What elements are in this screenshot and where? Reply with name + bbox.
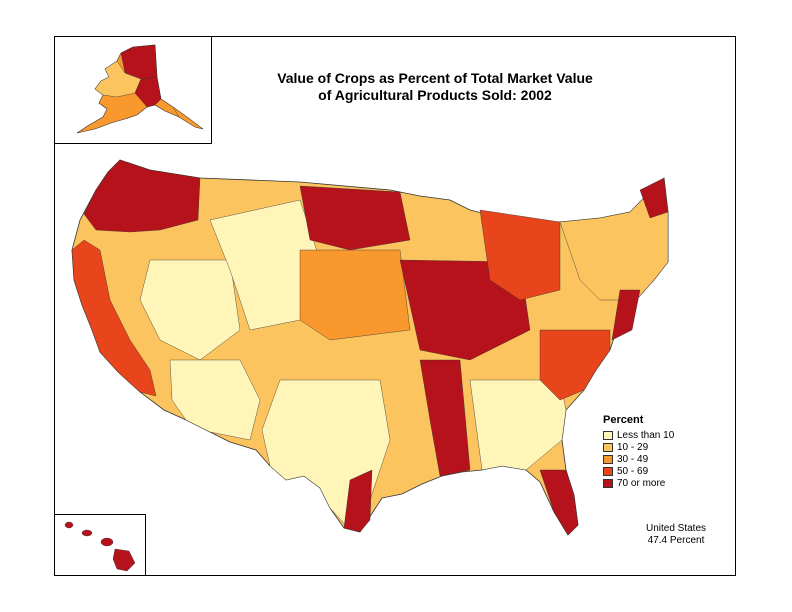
region-carolinas xyxy=(539,329,611,401)
legend-swatch xyxy=(603,479,613,488)
legend-title: Percent xyxy=(603,414,644,426)
hawaii-map xyxy=(64,521,136,572)
hawaii-island-kauai xyxy=(64,521,74,529)
region-atlantic-coast xyxy=(611,289,641,341)
legend-item: 30 - 49 xyxy=(603,454,703,465)
legend-label: 10 - 29 xyxy=(617,442,649,453)
hawaii-island-maui xyxy=(100,537,114,547)
region-california xyxy=(71,239,157,397)
legend-item: 70 or more xyxy=(603,478,703,489)
region-florida xyxy=(539,469,579,536)
legend-item: 10 - 29 xyxy=(603,442,703,453)
region-northeast xyxy=(559,177,669,301)
alaska-inset xyxy=(54,36,212,144)
summary-line-1: United States xyxy=(645,523,707,534)
hawaii-inset xyxy=(54,514,146,576)
region-northwest xyxy=(83,159,201,233)
region-northern-plains xyxy=(299,185,411,251)
legend: Percent Less than 10 10 - 29 30 - 49 50 … xyxy=(603,414,703,490)
legend-swatch xyxy=(603,467,613,476)
hawaii-island-big xyxy=(112,548,136,572)
alaska-panhandle xyxy=(172,106,204,130)
legend-item: 50 - 69 xyxy=(603,466,703,477)
alaska-region-south xyxy=(134,76,162,108)
legend-swatch xyxy=(603,431,613,440)
region-great-lakes xyxy=(479,209,561,301)
us-summary: United States 47.4 Percent xyxy=(636,523,716,547)
region-southwest xyxy=(169,359,261,441)
alaska-region-central xyxy=(94,60,142,98)
map-title-line-2: of Agricultural Products Sold: 2002 xyxy=(318,87,552,103)
legend-label: 30 - 49 xyxy=(617,454,649,465)
hawaii-island-oahu xyxy=(81,529,93,537)
alaska-map xyxy=(76,44,204,134)
legend-label: 50 - 69 xyxy=(617,466,649,477)
legend-swatch xyxy=(603,455,613,464)
summary-line-2: 47.4 Percent xyxy=(647,535,705,546)
region-mississippi-delta xyxy=(419,359,471,477)
legend-label: 70 or more xyxy=(617,478,666,489)
map-title-line-1: Value of Crops as Percent of Total Marke… xyxy=(277,70,593,86)
legend-item: Less than 10 xyxy=(603,430,703,441)
region-gulf-coast-texas xyxy=(343,469,373,533)
legend-label: Less than 10 xyxy=(617,430,675,441)
region-central-plains xyxy=(299,249,411,341)
legend-swatch xyxy=(603,443,613,452)
region-maine xyxy=(639,177,669,219)
